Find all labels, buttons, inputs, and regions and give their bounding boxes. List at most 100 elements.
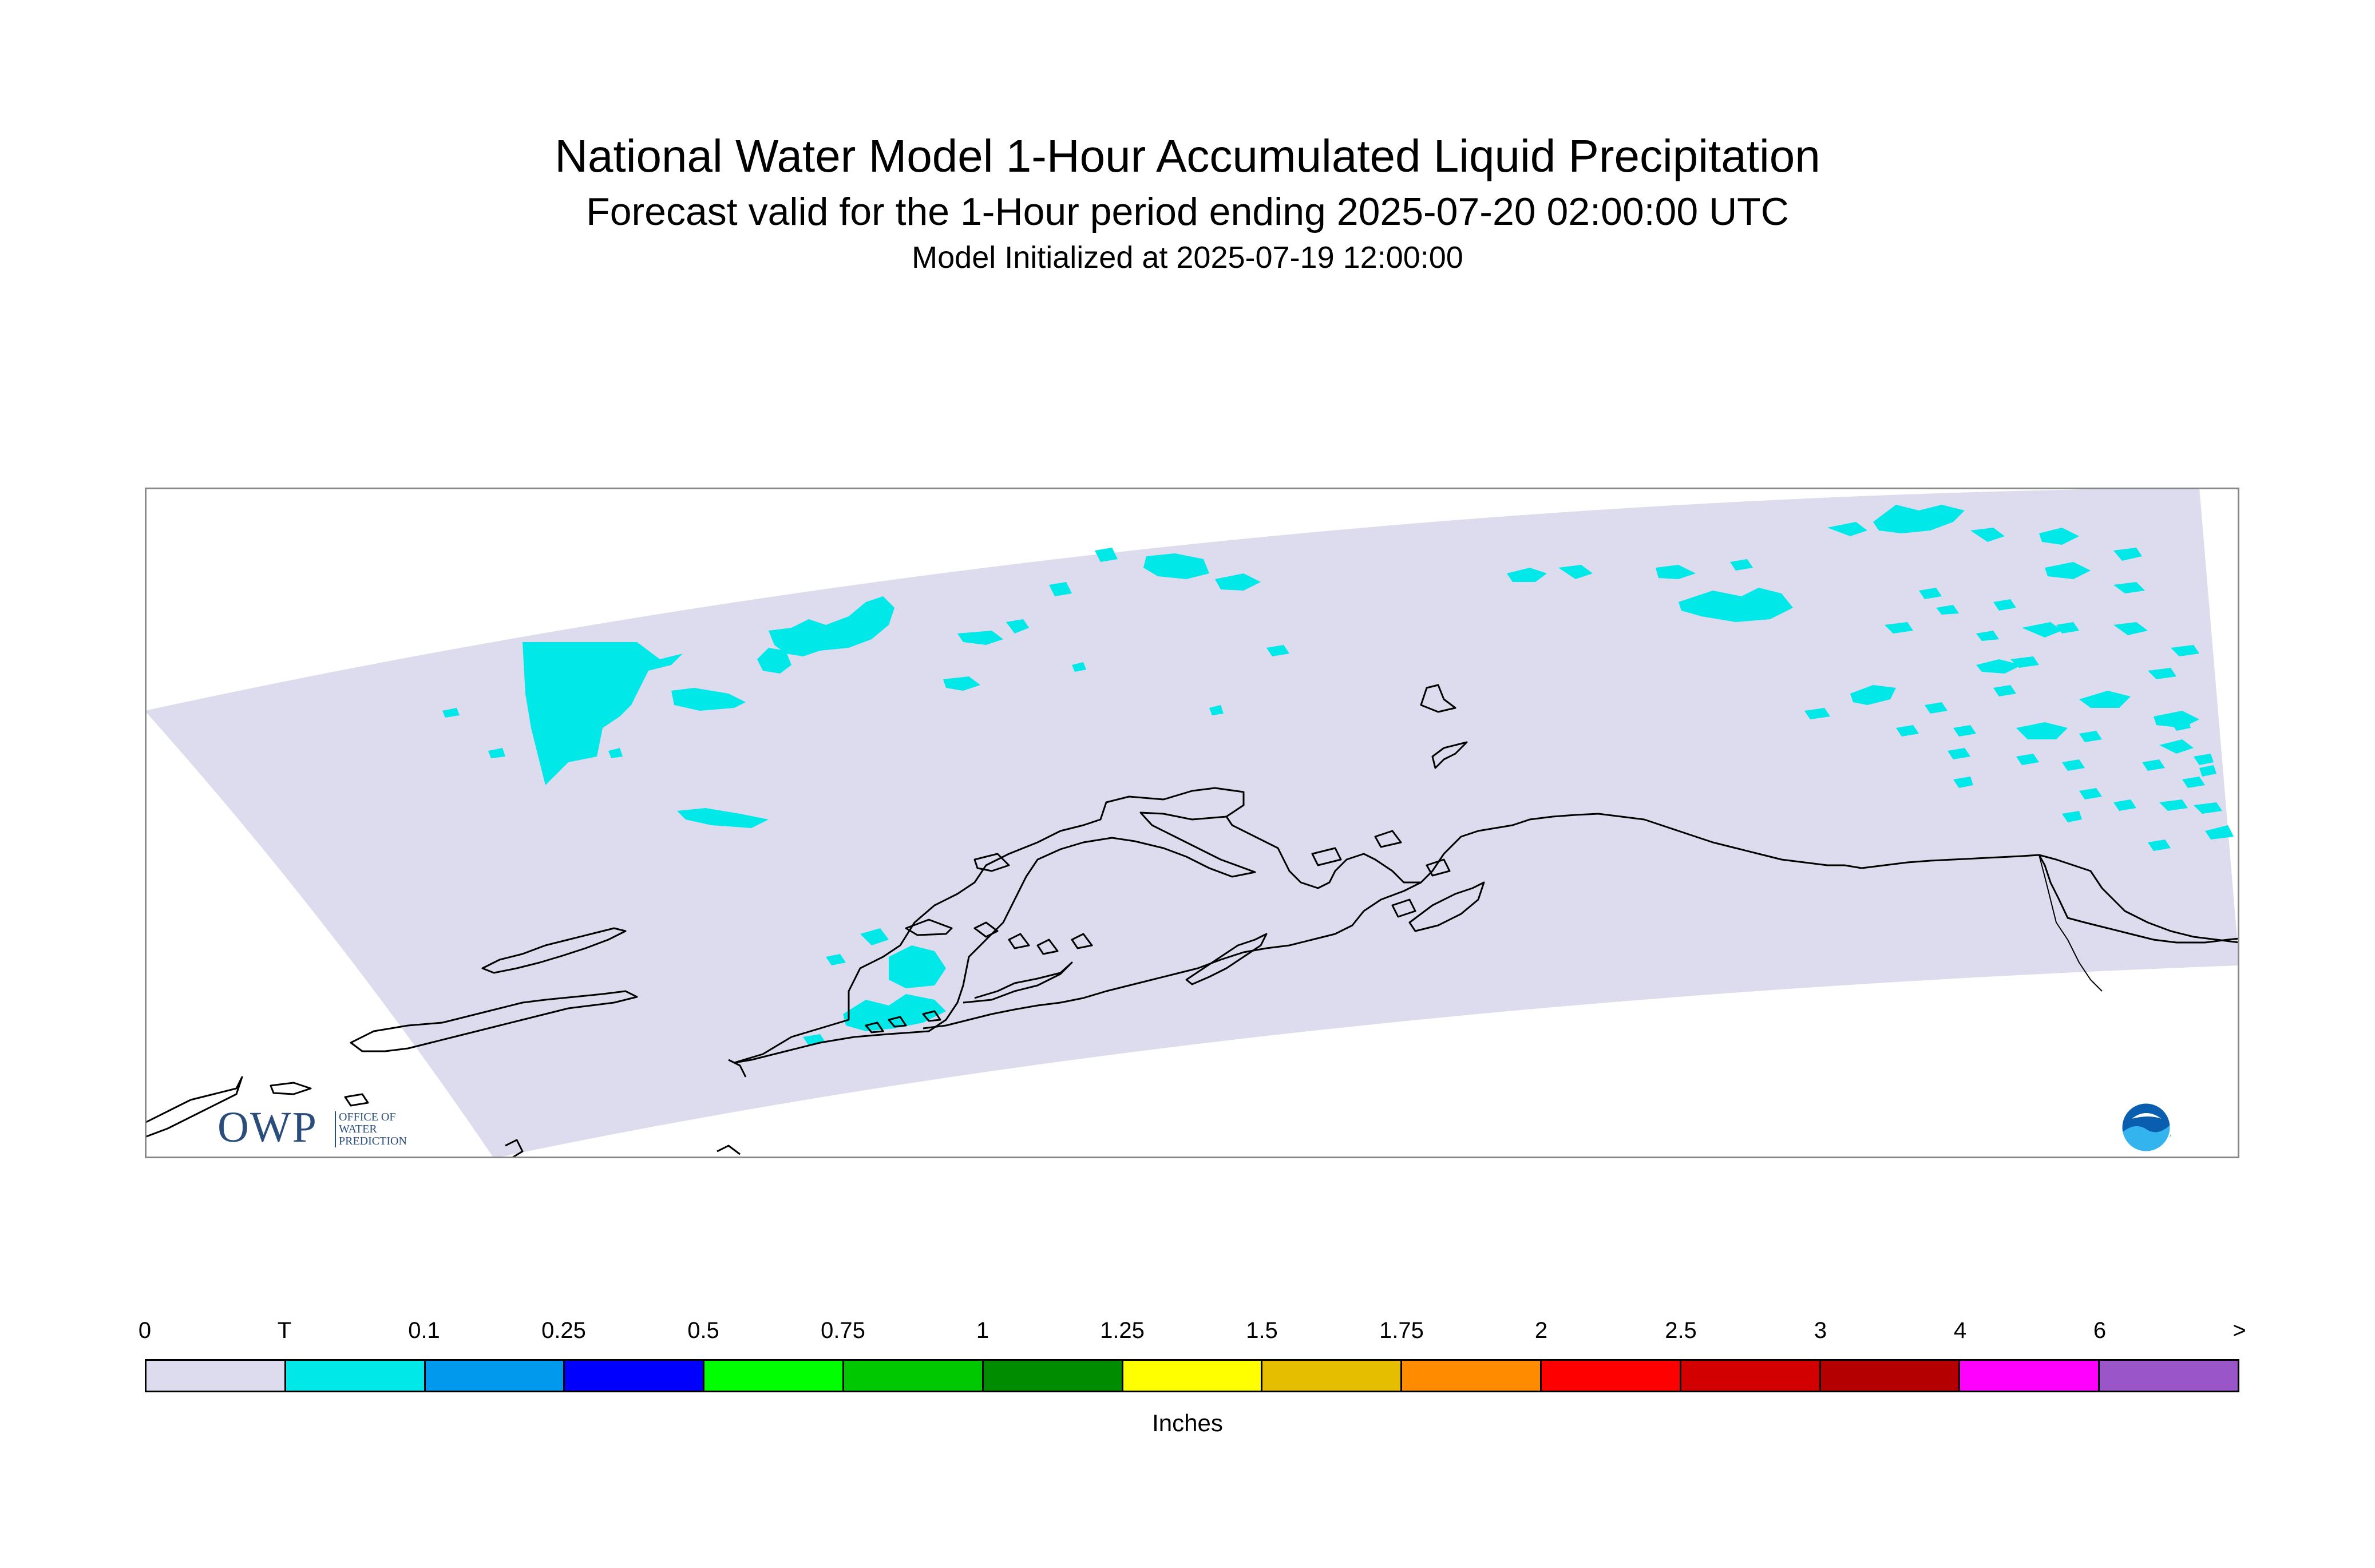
legend-color-bar xyxy=(145,1359,2239,1392)
precip-area xyxy=(2113,799,2136,811)
precip-area xyxy=(1873,505,1965,533)
legend-unit-label: Inches xyxy=(1152,1409,1223,1436)
coastline-bristol-west xyxy=(350,990,638,1052)
precip-area xyxy=(677,808,769,828)
precip-area xyxy=(2079,788,2102,799)
precip-area xyxy=(1896,725,1919,737)
precip-area xyxy=(2113,548,2142,561)
precip-area xyxy=(1936,605,1959,615)
precip-area xyxy=(2062,759,2085,771)
legend-tick-label: 4 xyxy=(1953,1318,1967,1343)
precip-area xyxy=(2079,691,2131,708)
precip-area xyxy=(1656,565,1696,579)
lake-outline xyxy=(728,853,1010,1078)
coastline-kodiak xyxy=(1185,933,1268,985)
precip-area xyxy=(1049,582,1072,596)
coastline-mainland xyxy=(733,787,1256,1064)
precipitation-map xyxy=(145,488,2239,1158)
legend-swatch xyxy=(1681,1361,1821,1391)
precip-area xyxy=(1095,548,1118,562)
owp-logo-word: OFFICE OF xyxy=(339,1111,396,1123)
legend-tick-label: 0.5 xyxy=(687,1318,719,1343)
map-subtitle: Forecast valid for the 1-Hour period end… xyxy=(586,190,1789,233)
precip-area xyxy=(1925,702,1948,714)
legend-swatch xyxy=(1123,1361,1263,1391)
precip-area xyxy=(1679,588,1793,622)
precip-area xyxy=(671,688,746,711)
precip-area xyxy=(1072,662,1086,672)
owp-logo-letters: OWP xyxy=(217,1103,318,1151)
legend-swatch xyxy=(1262,1361,1403,1391)
owp-logo-word: PREDICTION xyxy=(339,1135,407,1147)
coastline-southeast xyxy=(2038,854,2239,944)
precipitation-areas xyxy=(442,505,2234,1046)
legend-tick-label: 1 xyxy=(976,1318,989,1343)
precip-area xyxy=(1919,588,1942,599)
coastline-kenai xyxy=(1225,816,1421,889)
precip-area xyxy=(957,631,1003,645)
owp-logo-words: OFFICE OF WATER PREDICTION xyxy=(335,1111,407,1147)
coastline-small-islands xyxy=(865,921,1093,1034)
precip-area xyxy=(2016,722,2068,739)
precip-area xyxy=(2022,622,2062,638)
legend-tick-label: 1.25 xyxy=(1100,1318,1145,1343)
legend-tick-label: 1.75 xyxy=(1379,1318,1424,1343)
precip-area xyxy=(2182,777,2205,788)
precip-area xyxy=(2079,731,2102,742)
owp-logo: OWP OFFICE OF WATER PREDICTION xyxy=(217,1103,435,1155)
legend-swatch xyxy=(1960,1361,2100,1391)
precip-area xyxy=(1993,599,2016,611)
precip-area xyxy=(1885,622,1913,633)
precip-area xyxy=(1993,685,2016,696)
precip-area xyxy=(2016,754,2039,765)
precip-area xyxy=(522,642,683,785)
border-canada xyxy=(2038,854,2103,992)
legend-tick-label: 0.75 xyxy=(821,1318,865,1343)
precip-area xyxy=(1970,528,2005,542)
precip-area xyxy=(442,708,460,718)
precip-area xyxy=(1730,559,1753,571)
precip-area xyxy=(2062,811,2082,822)
legend-swatch xyxy=(704,1361,844,1391)
legend-tick-label: 2 xyxy=(1534,1318,1548,1343)
legend-swatch xyxy=(983,1361,1123,1391)
precip-area xyxy=(1507,568,1547,582)
legend-swatch xyxy=(1541,1361,1681,1391)
legend-swatch xyxy=(147,1361,286,1391)
precip-area xyxy=(1850,685,1896,705)
precip-area xyxy=(2159,739,2194,754)
legend-swatch xyxy=(286,1361,426,1391)
precip-area xyxy=(2171,645,2199,656)
map-panel: OWP OFFICE OF WATER PREDICTION xyxy=(145,488,2239,1158)
legend-tick-label: > xyxy=(2232,1318,2246,1343)
coastlines xyxy=(145,684,2239,1158)
precip-area xyxy=(2113,582,2145,593)
legend-tick-label: 2.5 xyxy=(1665,1318,1697,1343)
precip-area xyxy=(769,596,894,656)
precip-area xyxy=(608,748,623,758)
legend-swatch xyxy=(425,1361,565,1391)
precip-area xyxy=(2148,668,2176,679)
precip-area xyxy=(1215,573,1261,591)
legend-tick-label: 6 xyxy=(2093,1318,2107,1343)
coastline-nunivak xyxy=(481,927,627,974)
precip-area xyxy=(889,945,946,988)
coastline-gulf-alaska xyxy=(1861,854,2239,944)
coastline-islands xyxy=(1311,830,1485,932)
precip-area xyxy=(1006,619,1029,633)
precip-area xyxy=(1827,522,1867,536)
coastline-aleutian-west xyxy=(145,1076,741,1158)
precip-area xyxy=(488,748,505,758)
precip-area xyxy=(1953,777,1973,788)
legend-swatch xyxy=(844,1361,984,1391)
precip-area xyxy=(1558,565,1593,579)
precip-area xyxy=(2194,802,2222,814)
precip-area xyxy=(757,648,791,674)
legend-tick-label: 0 xyxy=(138,1318,152,1343)
coastline-st-lawrence xyxy=(1420,684,1468,769)
precip-area xyxy=(1266,645,1289,656)
legend-tick-labels: 0 T 0.1 0.25 0.5 0.75 1 1.25 1.5 1.75 2 2.5 3 4 6 > xyxy=(0,1316,2375,1351)
legend-tick-label: 1.5 xyxy=(1246,1318,1278,1343)
legend-tick-label: 0.25 xyxy=(541,1318,586,1343)
precip-area xyxy=(1976,631,1999,641)
